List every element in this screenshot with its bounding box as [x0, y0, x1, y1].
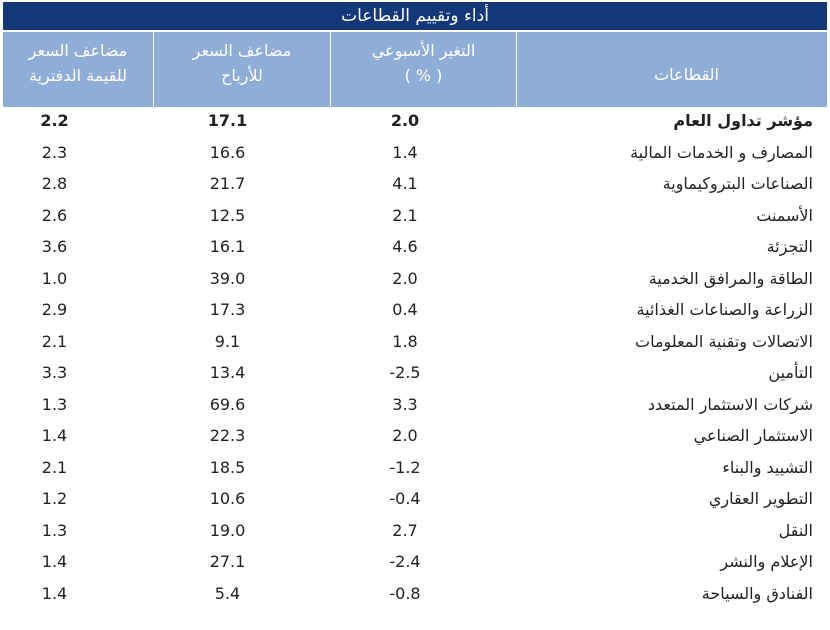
- cell-weekly: 1.8: [392, 331, 418, 351]
- cell-weekly: 2.0: [390, 111, 420, 131]
- table-row: 1.3 19.0 2.7 النقل: [3, 515, 827, 547]
- cell-pe: 9.1: [214, 331, 241, 351]
- cell-weekly: -2.4: [389, 552, 421, 572]
- cell-pe: 18.5: [209, 457, 246, 477]
- cell-sector: التأمين: [768, 363, 813, 383]
- table-row: 1.0 39.0 2.0 الطاقة والمرافق الخدمية: [3, 263, 827, 295]
- header-weekly-line2: ( % ): [404, 66, 443, 85]
- table-row: 2.9 17.3 0.4 الزراعة والصناعات الغذائية: [3, 294, 827, 326]
- cell-sector: التطوير العقاري: [708, 489, 813, 509]
- cell-sector: مؤشر تداول العام: [673, 111, 813, 131]
- cell-pe: 21.7: [209, 174, 246, 194]
- cell-pe: 12.5: [209, 205, 246, 225]
- header-pb-line2: للقيمة الدفترية: [28, 66, 128, 85]
- table-row: 1.2 10.6 -0.4 التطوير العقاري: [3, 483, 827, 515]
- cell-weekly: 0.4: [392, 300, 418, 320]
- cell-pb: 3.3: [41, 363, 68, 383]
- cell-sector: الطاقة والمرافق الخدمية: [648, 268, 813, 288]
- cell-pe: 27.1: [209, 552, 246, 572]
- cell-sector: الزراعة والصناعات الغذائية: [636, 300, 813, 320]
- table-row: 1.4 5.4 -0.8 الفنادق والسياحة: [3, 578, 827, 610]
- header-pb-line1: مضاعف السعر: [28, 41, 128, 60]
- cell-sector: النقل: [778, 520, 813, 540]
- cell-sector: الصناعات البتروكيماوية: [662, 174, 813, 194]
- cell-pe: 39.0: [209, 268, 246, 288]
- cell-sector: التجزئة: [766, 237, 813, 257]
- table-row: 1.3 69.6 3.3 شركات الاستثمار المتعدد: [3, 389, 827, 421]
- cell-weekly: 4.6: [392, 237, 418, 257]
- cell-pb: 2.6: [41, 205, 68, 225]
- cell-pb: 2.1: [41, 457, 68, 477]
- header-weekly-change: التغير الأسبوعي ( % ): [331, 32, 517, 107]
- cell-pb: 2.9: [41, 300, 68, 320]
- table-header: مضاعف السعر للقيمة الدفترية مضاعف السعر …: [3, 32, 827, 107]
- header-weekly-line1: التغير الأسبوعي: [371, 41, 476, 60]
- cell-pe: 10.6: [209, 489, 246, 509]
- table-row: 3.3 13.4 -2.5 التأمين: [3, 357, 827, 389]
- cell-weekly: 1.4: [392, 142, 418, 162]
- cell-pe: 17.1: [207, 111, 248, 131]
- cell-pe: 5.4: [214, 583, 241, 603]
- table-title: أداء وتقييم القطاعات: [3, 2, 827, 30]
- cell-weekly: -0.4: [389, 489, 421, 509]
- cell-pe: 22.3: [209, 426, 246, 446]
- cell-weekly: -2.5: [389, 363, 421, 383]
- cell-sector: الاستثمار الصناعي: [693, 426, 813, 446]
- table-row: 1.4 22.3 2.0 الاستثمار الصناعي: [3, 420, 827, 452]
- cell-weekly: 2.1: [392, 205, 418, 225]
- cell-pe: 69.6: [209, 394, 246, 414]
- cell-pb: 1.2: [41, 489, 68, 509]
- cell-sector: الفنادق والسياحة: [701, 583, 813, 603]
- cell-weekly: 2.7: [392, 520, 418, 540]
- cell-pe: 13.4: [209, 363, 246, 383]
- cell-pb: 3.6: [41, 237, 68, 257]
- cell-pb: 1.4: [41, 426, 68, 446]
- cell-weekly: 4.1: [392, 174, 418, 194]
- cell-pe: 16.6: [209, 142, 246, 162]
- header-pe: مضاعف السعر للأرباح: [154, 32, 331, 107]
- cell-pe: 17.3: [209, 300, 246, 320]
- table-row: 2.3 16.6 1.4 المصارف و الخدمات المالية: [3, 137, 827, 169]
- cell-pb: 2.3: [41, 142, 68, 162]
- cell-weekly: 2.0: [392, 268, 418, 288]
- header-pe-line1: مضاعف السعر: [192, 41, 292, 60]
- cell-pe: 16.1: [209, 237, 246, 257]
- cell-sector: الاتصالات وتقنية المعلومات: [635, 331, 813, 351]
- cell-pb: 2.1: [41, 331, 68, 351]
- cell-weekly: -1.2: [389, 457, 421, 477]
- cell-pb: 1.3: [41, 520, 68, 540]
- table-row: 2.1 18.5 -1.2 التشييد والبناء: [3, 452, 827, 484]
- cell-weekly: 2.0: [392, 426, 418, 446]
- cell-weekly: 3.3: [392, 394, 418, 414]
- cell-pb: 1.4: [41, 583, 68, 603]
- table-row: 2.2 17.1 2.0 مؤشر تداول العام: [3, 105, 827, 137]
- cell-sector: التشييد والبناء: [722, 457, 813, 477]
- cell-weekly: -0.8: [389, 583, 421, 603]
- table-row: 1.4 27.1 -2.4 الإعلام والنشر: [3, 546, 827, 578]
- table-body: 2.2 17.1 2.0 مؤشر تداول العام 2.3 16.6 1…: [3, 105, 827, 609]
- header-sector: القطاعات: [654, 65, 719, 84]
- cell-pb: 2.2: [40, 111, 69, 131]
- cell-pb: 1.3: [41, 394, 68, 414]
- header-pe-line2: للأرباح: [221, 66, 263, 85]
- cell-pb: 2.8: [41, 174, 68, 194]
- table-row: 2.6 12.5 2.1 الأسمنت: [3, 200, 827, 232]
- cell-sector: المصارف و الخدمات المالية: [630, 142, 813, 162]
- header-pb: مضاعف السعر للقيمة الدفترية: [3, 32, 154, 107]
- cell-sector: شركات الاستثمار المتعدد: [647, 394, 813, 414]
- table-row: 2.1 9.1 1.8 الاتصالات وتقنية المعلومات: [3, 326, 827, 358]
- cell-pe: 19.0: [209, 520, 246, 540]
- cell-pb: 1.4: [41, 552, 68, 572]
- cell-sector: الأسمنت: [756, 205, 813, 225]
- table-row: 3.6 16.1 4.6 التجزئة: [3, 231, 827, 263]
- cell-pb: 1.0: [41, 268, 68, 288]
- table-row: 2.8 21.7 4.1 الصناعات البتروكيماوية: [3, 168, 827, 200]
- cell-sector: الإعلام والنشر: [720, 552, 813, 572]
